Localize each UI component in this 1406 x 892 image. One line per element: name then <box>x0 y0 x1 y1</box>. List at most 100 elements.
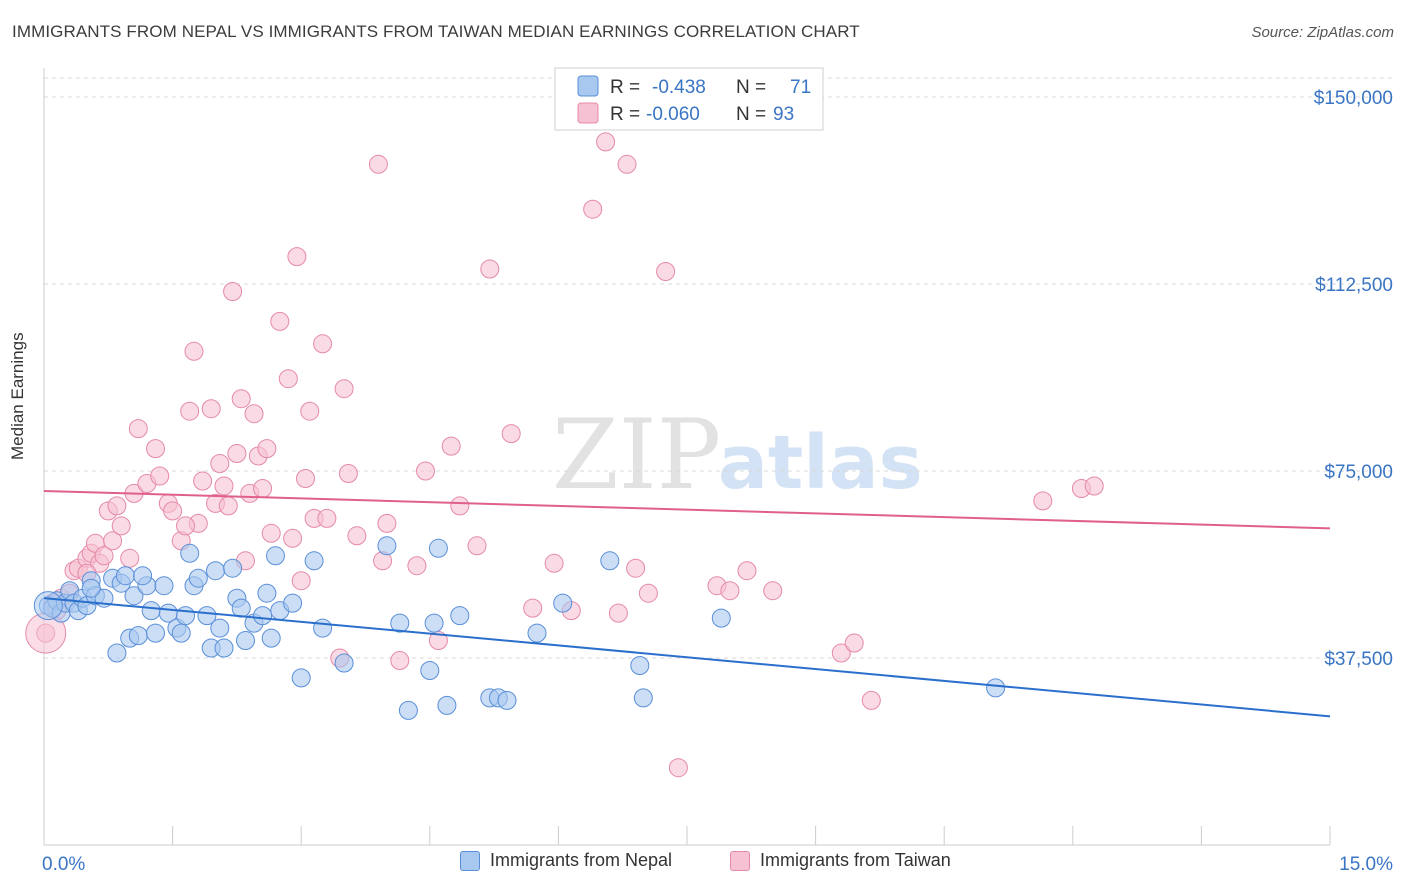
point-taiwan-42 <box>257 439 277 459</box>
point-nepal-65 <box>630 656 650 675</box>
point-taiwan-56 <box>347 526 367 546</box>
point-nepal-69 <box>81 578 101 598</box>
point-taiwan-23 <box>163 501 183 521</box>
point-taiwan-76 <box>626 558 646 578</box>
point-nepal-56 <box>428 538 448 558</box>
point-nepal-31 <box>197 606 217 626</box>
point-taiwan-33 <box>218 496 238 516</box>
point-taiwan-51 <box>313 334 333 354</box>
watermark-zip: ZIP <box>552 399 721 511</box>
legend-swatch-taiwan <box>577 102 599 124</box>
point-taiwan-11 <box>94 546 114 566</box>
point-nepal-27 <box>176 606 195 626</box>
point-taiwan-79 <box>668 758 688 778</box>
point-taiwan-18 <box>128 419 148 439</box>
watermark-atlas: atlas <box>718 420 923 506</box>
point-nepal-54 <box>420 661 440 680</box>
point-taiwan-82 <box>737 561 757 581</box>
legend-r-label-taiwan: R = <box>610 104 640 125</box>
trend-line-taiwan <box>43 489 1331 530</box>
point-nepal-68 <box>986 678 1006 698</box>
point-nepal-44 <box>266 546 285 566</box>
legend-swatch-nepal <box>577 75 599 97</box>
point-nepal-23 <box>154 576 174 596</box>
point-taiwan-74 <box>608 603 628 623</box>
point-nepal-50 <box>334 653 354 673</box>
legend-r-label-nepal: R = <box>610 77 640 98</box>
point-taiwan-54 <box>334 379 354 399</box>
point-taiwan-67 <box>480 259 500 279</box>
point-taiwan-20 <box>146 439 165 459</box>
legend-n-value-taiwan: 93 <box>773 104 794 125</box>
point-taiwan-65 <box>450 496 470 516</box>
point-taiwan-21 <box>150 466 170 486</box>
point-taiwan-28 <box>193 471 213 491</box>
point-nepal-46 <box>283 593 303 613</box>
point-taiwan-39 <box>244 404 264 424</box>
point-taiwan-16 <box>120 548 140 568</box>
point-nepal-41 <box>253 606 273 626</box>
point-taiwan-59 <box>377 513 397 533</box>
point-nepal-30 <box>188 568 208 588</box>
point-taiwan-48 <box>296 469 315 488</box>
point-taiwan-13 <box>103 531 123 551</box>
point-taiwan-84 <box>831 643 851 663</box>
legend-r-value-taiwan: -0.060 <box>646 104 700 125</box>
point-nepal-51 <box>377 536 397 556</box>
point-nepal-35 <box>214 638 234 658</box>
y-tick-label-0: $37,500 <box>1324 649 1393 670</box>
x-tick-label-1: 15.0% <box>1339 854 1393 875</box>
legend-box <box>554 67 824 131</box>
point-taiwan-46 <box>287 247 307 267</box>
point-taiwan-49 <box>300 401 320 421</box>
source-label: Source: ZipAtlas.com <box>1251 24 1394 41</box>
point-taiwan-29 <box>201 399 221 419</box>
point-nepal-22 <box>146 623 165 643</box>
point-taiwan-41 <box>253 479 273 498</box>
y-tick-labels: $37,500 $75,000 $112,500 $150,000 <box>1314 88 1393 670</box>
point-taiwan-45 <box>278 369 298 389</box>
point-taiwan-61 <box>407 556 427 576</box>
point-taiwan-85 <box>844 633 864 653</box>
point-taiwan-64 <box>441 436 461 456</box>
legend-bottom-swatch-taiwan <box>730 850 750 871</box>
x-tick-label-0: 0.0% <box>42 854 85 875</box>
point-nepal-47 <box>291 668 311 688</box>
point-taiwan-52 <box>317 508 337 528</box>
point-nepal-48 <box>304 551 324 571</box>
point-taiwan-77 <box>638 583 658 603</box>
point-nepal-62 <box>527 623 547 643</box>
point-taiwan-57 <box>368 154 388 174</box>
legend-n-value-nepal: 71 <box>790 77 811 98</box>
point-nepal-36 <box>223 558 243 578</box>
point-taiwan-75 <box>617 154 637 174</box>
point-nepal-58 <box>450 606 470 626</box>
chart-title: IMMIGRANTS FROM NEPAL VS IMMIGRANTS FROM… <box>12 22 860 41</box>
legend-item-taiwan: Immigrants from Taiwan <box>730 850 951 871</box>
point-taiwan-72 <box>583 199 603 219</box>
legend-label-taiwan: Immigrants from Taiwan <box>760 850 951 870</box>
legend-n-label-taiwan: N = <box>736 104 766 125</box>
point-taiwan-68 <box>501 424 521 444</box>
y-tick-label-3: $150,000 <box>1314 88 1393 109</box>
legend-n-label-nepal: N = <box>736 77 766 98</box>
point-taiwan-69 <box>523 598 543 618</box>
point-taiwan-73 <box>596 132 616 152</box>
point-taiwan-32 <box>214 476 234 496</box>
legend-bottom: Immigrants from Nepal Immigrants from Ta… <box>0 850 1406 878</box>
point-taiwan-78 <box>656 262 676 281</box>
legend-top: R = -0.438 N = 71 R = -0.060 N = 93 <box>554 67 824 131</box>
point-nepal-64 <box>600 551 620 571</box>
point-taiwan-31 <box>210 454 230 473</box>
point-nepal-67 <box>711 608 731 628</box>
point-nepal-43 <box>261 628 281 648</box>
point-taiwan-15 <box>111 516 131 536</box>
point-taiwan-83 <box>763 581 783 601</box>
watermark: ZIP atlas <box>552 399 923 511</box>
point-nepal-28 <box>180 543 200 563</box>
point-nepal-34 <box>210 618 230 638</box>
legend-r-value-nepal: -0.438 <box>652 77 706 98</box>
axis-ticks <box>43 826 1331 845</box>
legend-label-nepal: Immigrants from Nepal <box>490 850 673 870</box>
